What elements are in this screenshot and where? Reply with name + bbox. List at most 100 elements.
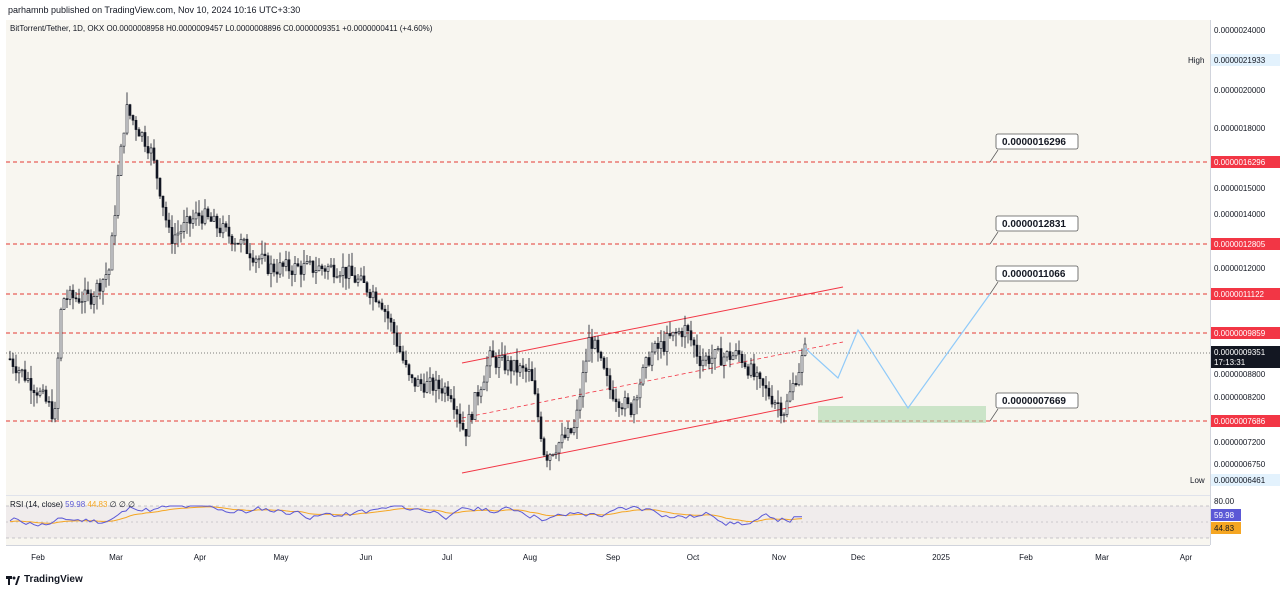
rsi-label[interactable]: RSI (14, close) xyxy=(10,500,63,509)
candle xyxy=(503,345,507,375)
candle xyxy=(296,258,300,268)
candle xyxy=(83,277,87,314)
candle-body xyxy=(368,291,372,299)
candle xyxy=(686,323,690,344)
candle-body xyxy=(506,360,510,371)
candle xyxy=(497,349,501,379)
candle-body xyxy=(230,235,234,245)
candle xyxy=(266,252,270,276)
rsi-ma-tag xyxy=(1211,522,1241,534)
candle-body xyxy=(344,266,348,279)
symbol-label[interactable]: BitTorrent/Tether, 1D, OKX xyxy=(10,24,105,33)
candle-body xyxy=(68,289,72,300)
candle xyxy=(116,164,120,219)
price-axis[interactable] xyxy=(1210,20,1280,545)
candle xyxy=(479,386,483,404)
candle xyxy=(107,268,111,286)
candle xyxy=(215,213,219,237)
candle xyxy=(377,299,381,308)
candle xyxy=(74,291,78,303)
candle-body xyxy=(422,383,426,393)
candle-body xyxy=(380,302,384,310)
rsi-pane[interactable] xyxy=(6,495,1210,546)
candle xyxy=(227,215,231,244)
time-axis[interactable] xyxy=(6,545,1210,571)
candle-body xyxy=(143,132,147,147)
candle-body xyxy=(269,263,273,274)
current-price-tag xyxy=(1211,346,1280,368)
tradingview-brand[interactable]: TradingView xyxy=(24,574,83,585)
candle-body xyxy=(731,355,735,360)
candle-body xyxy=(791,383,795,393)
time-tick-label: Jul xyxy=(442,553,452,562)
candle-body xyxy=(692,339,696,346)
candle-body xyxy=(593,339,597,349)
candle-body xyxy=(146,146,150,154)
price-tick-label: 0.0000007200 xyxy=(1214,438,1266,447)
candle xyxy=(293,256,297,283)
candle-body xyxy=(503,354,507,371)
candle xyxy=(119,143,123,176)
callout-pointer xyxy=(989,408,999,422)
candle xyxy=(797,363,801,387)
candle-body xyxy=(698,356,702,367)
candle-body xyxy=(719,348,723,366)
candle xyxy=(542,436,546,457)
candle xyxy=(98,278,102,300)
candle-body xyxy=(794,383,798,386)
tradingview-logo-icon xyxy=(6,575,20,585)
candle xyxy=(641,364,645,386)
candle-body xyxy=(509,360,513,372)
candle-body xyxy=(329,264,333,268)
candle xyxy=(800,348,804,386)
candle xyxy=(761,377,765,397)
candle xyxy=(131,114,135,126)
candle-body xyxy=(527,369,531,372)
candle-body xyxy=(665,333,669,352)
candle-body xyxy=(575,409,579,428)
candle xyxy=(239,233,243,253)
candle-body xyxy=(260,253,264,260)
candle xyxy=(8,350,12,361)
candle xyxy=(728,342,732,368)
rsi-ma-value: 44.83 xyxy=(87,500,108,509)
candle xyxy=(488,346,492,379)
candle xyxy=(575,399,579,440)
candle xyxy=(212,208,216,222)
candle-body xyxy=(209,216,213,222)
current-price-value: 0.0000009351 xyxy=(1214,348,1266,357)
candle-body xyxy=(191,218,195,224)
candle xyxy=(182,209,186,239)
candle xyxy=(242,237,246,245)
candle xyxy=(191,209,195,229)
candle-body xyxy=(716,348,720,350)
candle-body xyxy=(326,266,330,272)
candle-body xyxy=(485,365,489,383)
candle xyxy=(521,358,525,380)
candle-body xyxy=(275,271,279,275)
candle xyxy=(320,263,324,276)
candle xyxy=(248,242,252,271)
candle xyxy=(440,378,444,402)
candle xyxy=(590,328,594,363)
price-chart-pane[interactable] xyxy=(6,20,1210,495)
price-callout: 0.0000016296 xyxy=(989,133,1079,163)
candle xyxy=(437,374,441,400)
candle xyxy=(407,363,411,381)
rsi-extras: ∅ ∅ ∅ xyxy=(109,500,136,509)
candle xyxy=(260,240,264,265)
candle xyxy=(269,255,273,288)
price-tick-label: 0.0000014000 xyxy=(1214,210,1266,219)
candle xyxy=(164,201,168,228)
candle-body xyxy=(473,392,477,421)
candle-body xyxy=(44,389,48,402)
candle-body xyxy=(23,369,27,381)
candle xyxy=(749,357,753,378)
candle-body xyxy=(641,367,645,385)
candle-body xyxy=(767,387,771,397)
candle-body xyxy=(710,357,714,364)
candle xyxy=(569,427,573,435)
candle-body xyxy=(257,258,261,261)
candle xyxy=(308,256,312,266)
